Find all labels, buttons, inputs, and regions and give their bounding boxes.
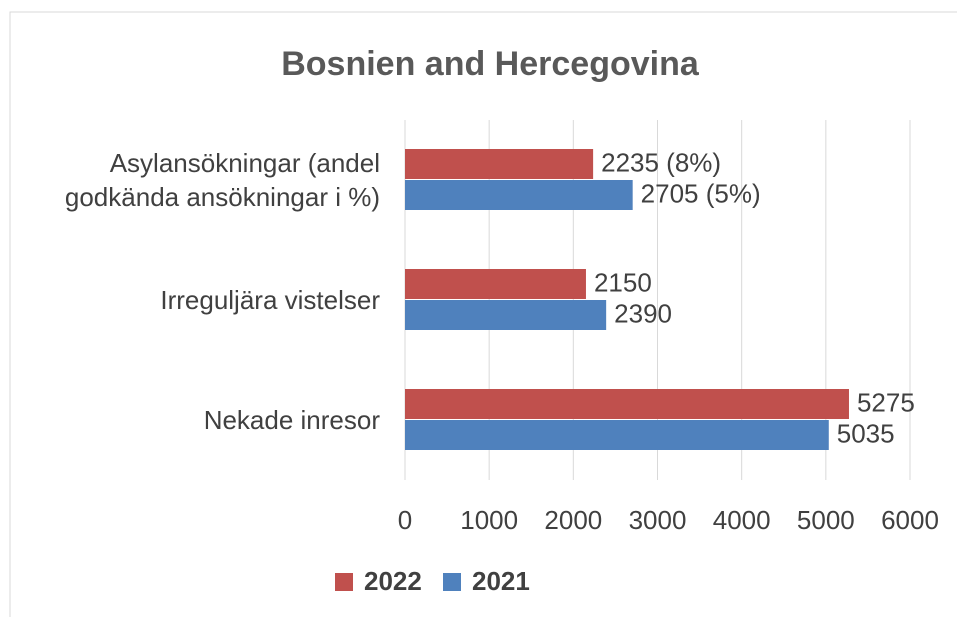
data-label: 2390: [614, 298, 672, 328]
bar: [405, 389, 849, 419]
data-label: 2150: [594, 267, 652, 297]
chart-border: [9, 11, 957, 617]
bar: [405, 420, 829, 450]
x-tick-label: 0: [398, 505, 412, 535]
bar: [405, 300, 607, 330]
x-tick-label: 4000: [713, 505, 771, 535]
legend-swatch: [443, 573, 461, 591]
x-tick-label: 1000: [460, 505, 518, 535]
legend-label: 2022: [364, 566, 422, 596]
x-tick-label: 3000: [629, 505, 687, 535]
x-tick-label: 6000: [881, 505, 939, 535]
chart-title: Bosnien and Hercegovina: [281, 45, 700, 83]
y-tick-label: Irreguljära vistelser: [160, 285, 380, 315]
data-label: 2235 (8%): [601, 147, 721, 177]
data-label: 5035: [837, 418, 895, 448]
x-tick-label: 2000: [544, 505, 602, 535]
x-tick-label: 5000: [797, 505, 855, 535]
y-tick-label: Nekade inresor: [203, 405, 380, 435]
data-label: 2705 (5%): [641, 178, 761, 208]
legend-swatch: [335, 573, 353, 591]
bar: [405, 180, 633, 210]
bar: [405, 269, 586, 299]
y-tick-label: Asylansökningar (andel godkända ansöknin…: [64, 148, 380, 212]
bar: [405, 149, 594, 179]
data-label: 5275: [857, 387, 915, 417]
legend-label: 2021: [472, 566, 530, 596]
